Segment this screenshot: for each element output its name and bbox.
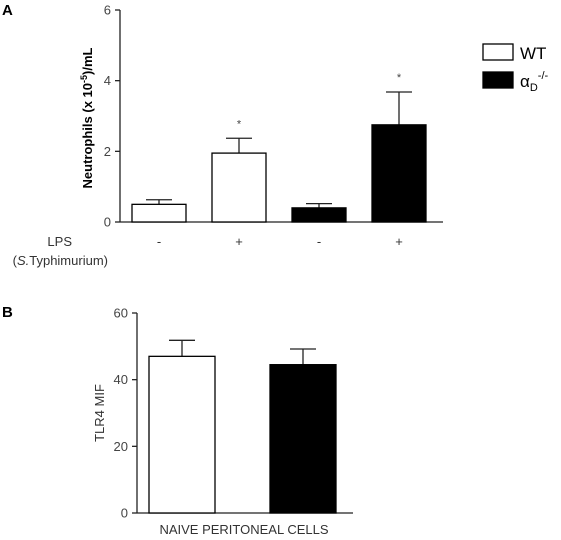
panel-b-bar-0 <box>148 355 216 514</box>
lps-condition-1: + <box>235 234 243 249</box>
panel-a-bar-2 <box>291 207 347 223</box>
panel-a-bar-0 <box>131 203 187 223</box>
panel-a-y-tick-label: 6 <box>104 3 111 18</box>
panel-a-y-tick-label: 0 <box>104 215 111 230</box>
panel-b-y-axis-label: TLR4 MIF <box>92 384 107 442</box>
panel-b-y-tick-label: 20 <box>114 439 128 454</box>
panel-a-letter: A <box>2 2 13 19</box>
lps-row-sublabel: (S.Typhimurium) <box>13 253 108 268</box>
panel-a-bars: ** <box>131 72 427 223</box>
panel-a-y-tick-label: 2 <box>104 144 111 159</box>
panel-b-x-axis-label: NAIVE PERITONEAL CELLS <box>159 522 328 537</box>
panel-a-y-axis-label: Neutrophils (x 10-5)/mL <box>79 47 95 188</box>
lps-condition-0: - <box>157 234 161 249</box>
panel-a-bar-3 <box>371 124 427 223</box>
legend-swatch-wt <box>482 43 514 61</box>
panel-b-bar-1 <box>269 364 337 514</box>
significance-star-1: * <box>237 118 242 130</box>
lps-condition-labels: - + - + <box>157 234 403 249</box>
lps-row-label: LPS <box>47 234 72 249</box>
panel-b-y-tick-label: 40 <box>114 372 128 387</box>
panel-a-legend: WT αD-/- <box>482 43 549 94</box>
legend-label-wt: WT <box>520 44 546 63</box>
panel-a-bar-1 <box>211 152 267 223</box>
panel-b-bars <box>148 339 337 514</box>
legend-swatch-ad <box>482 71 514 89</box>
panel-b-letter: B <box>2 304 13 321</box>
lps-condition-3: + <box>395 234 403 249</box>
lps-condition-2: - <box>317 234 321 249</box>
panel-b-y-tick-label: 0 <box>121 506 128 521</box>
panel-b: B TLR4 MIF 0 20 40 60 NAIVE PERITONEAL CELL… <box>2 304 353 537</box>
legend-label-ad: αD-/- <box>520 70 549 94</box>
significance-star-3: * <box>397 72 402 84</box>
panel-b-y-tick-label: 60 <box>114 306 128 321</box>
panel-a-y-tick-label: 4 <box>104 73 111 88</box>
